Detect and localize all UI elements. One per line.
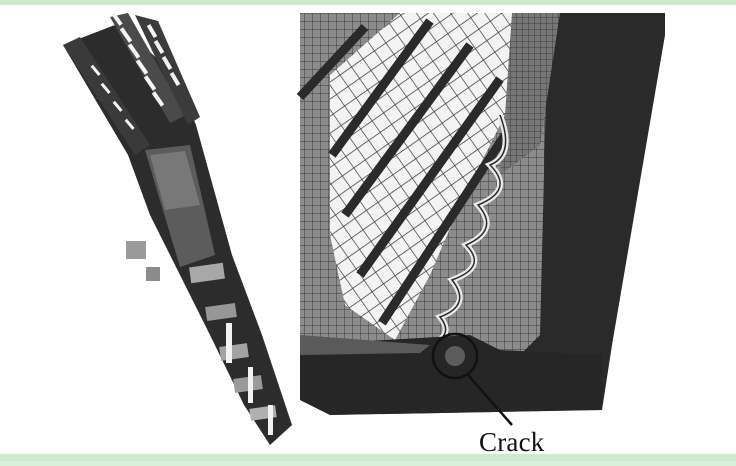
left-blade-model	[63, 12, 292, 445]
blade-lower-segments	[189, 262, 277, 435]
mesh-bar-separators	[296, 18, 509, 326]
mesh-block-top-strip	[500, 13, 560, 175]
mesh-block-dark-face	[470, 13, 665, 410]
blade-finger-1	[63, 37, 150, 155]
blade-highlights	[90, 12, 181, 130]
blade-finger-3	[135, 15, 200, 125]
right-mesh-block	[296, 13, 665, 426]
blade-tab-1	[126, 241, 146, 259]
crack-label: Crack	[479, 427, 545, 457]
fem-mesh-illustration	[63, 12, 665, 445]
mesh-block-base	[300, 335, 602, 415]
blade-tab-2	[146, 267, 160, 281]
crack-leader-line	[467, 374, 513, 426]
crack-marker-circle	[431, 332, 479, 380]
